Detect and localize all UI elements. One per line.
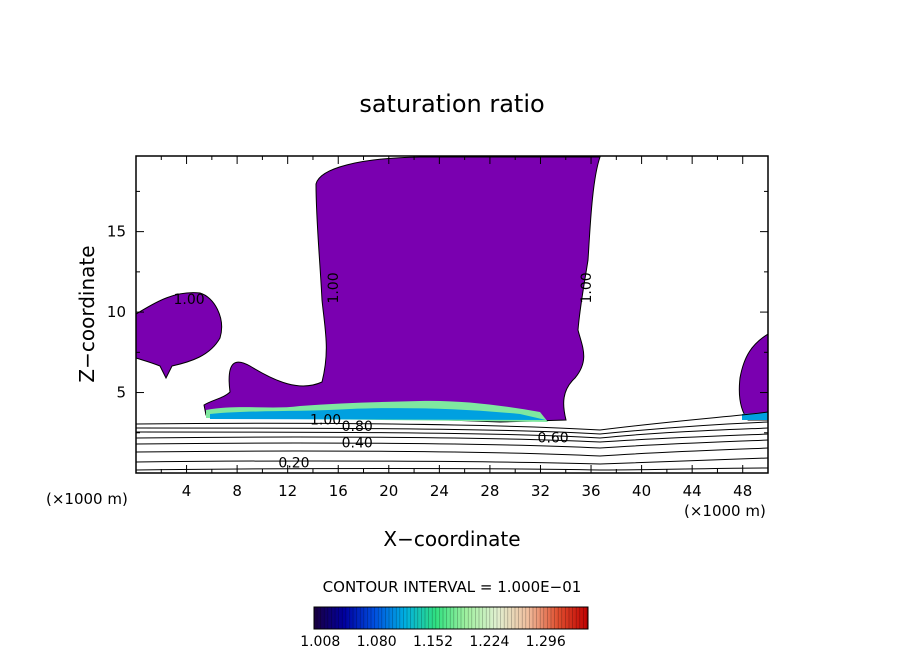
y-tick-label: 5 — [116, 384, 126, 402]
contour-field — [136, 156, 768, 471]
cloud-region-right — [738, 333, 768, 421]
y-axis: 5 10 15 — [107, 190, 768, 434]
colorbar-tick-label: 1.224 — [469, 634, 509, 650]
x-tick-label: 8 — [232, 482, 242, 500]
x-tick-label: 24 — [430, 482, 449, 500]
y-tick-label: 15 — [107, 223, 126, 241]
colorbar-tick-label: 1.008 — [300, 634, 340, 650]
colorbar-stripes — [316, 607, 588, 629]
supersaturation-band-core — [210, 408, 546, 420]
x-tick-label: 36 — [581, 482, 600, 500]
cloud-region-left — [136, 292, 222, 380]
contour-label: 1.00 — [326, 272, 342, 303]
contour-label: 1.00 — [174, 292, 205, 308]
cloud-region-main — [203, 156, 601, 423]
x-tick-label: 48 — [733, 482, 752, 500]
colorbar — [313, 606, 589, 630]
x-tick-label: 28 — [480, 482, 499, 500]
contour-lines — [136, 411, 768, 471]
colorbar-tick-label: 1.080 — [357, 634, 397, 650]
contour-label: 1.00 — [310, 413, 341, 429]
contour-interval-text: CONTOUR INTERVAL = 1.000E−01 — [323, 578, 582, 596]
x-tick-label: 20 — [379, 482, 398, 500]
colorbar-labels: 1.008 1.080 1.152 1.224 1.296 — [300, 634, 566, 650]
contour-label: 1.00 — [579, 272, 595, 303]
chart-title: saturation ratio — [359, 90, 544, 118]
y-axis-label: Z−coordinate — [75, 245, 99, 382]
x-tick-label: 32 — [531, 482, 550, 500]
x-tick-label: 16 — [329, 482, 348, 500]
x-tick-label: 4 — [182, 482, 192, 500]
contour-label: 0.80 — [342, 419, 373, 435]
contour-label: 0.40 — [342, 435, 373, 451]
x-unit-right: (×1000 m) — [684, 502, 766, 520]
contour-labels: 1.00 1.00 1.001.00 0.800.40 0.600.20 — [174, 272, 596, 471]
y-tick-label: 10 — [107, 303, 126, 321]
x-axis: 4 8 12 16 20 24 28 32 36 40 44 48 — [160, 156, 752, 500]
contour-label: 0.60 — [538, 430, 569, 446]
x-tick-label: 44 — [683, 482, 702, 500]
x-tick-label: 40 — [632, 482, 651, 500]
plot-frame — [135, 155, 769, 474]
x-axis-label: X−coordinate — [383, 527, 520, 551]
contour-label: 0.20 — [278, 455, 309, 471]
colorbar-tick-label: 1.152 — [413, 634, 453, 650]
x-unit-left: (×1000 m) — [46, 490, 128, 508]
colorbar-tick-label: 1.296 — [526, 634, 566, 650]
x-tick-label: 12 — [278, 482, 297, 500]
